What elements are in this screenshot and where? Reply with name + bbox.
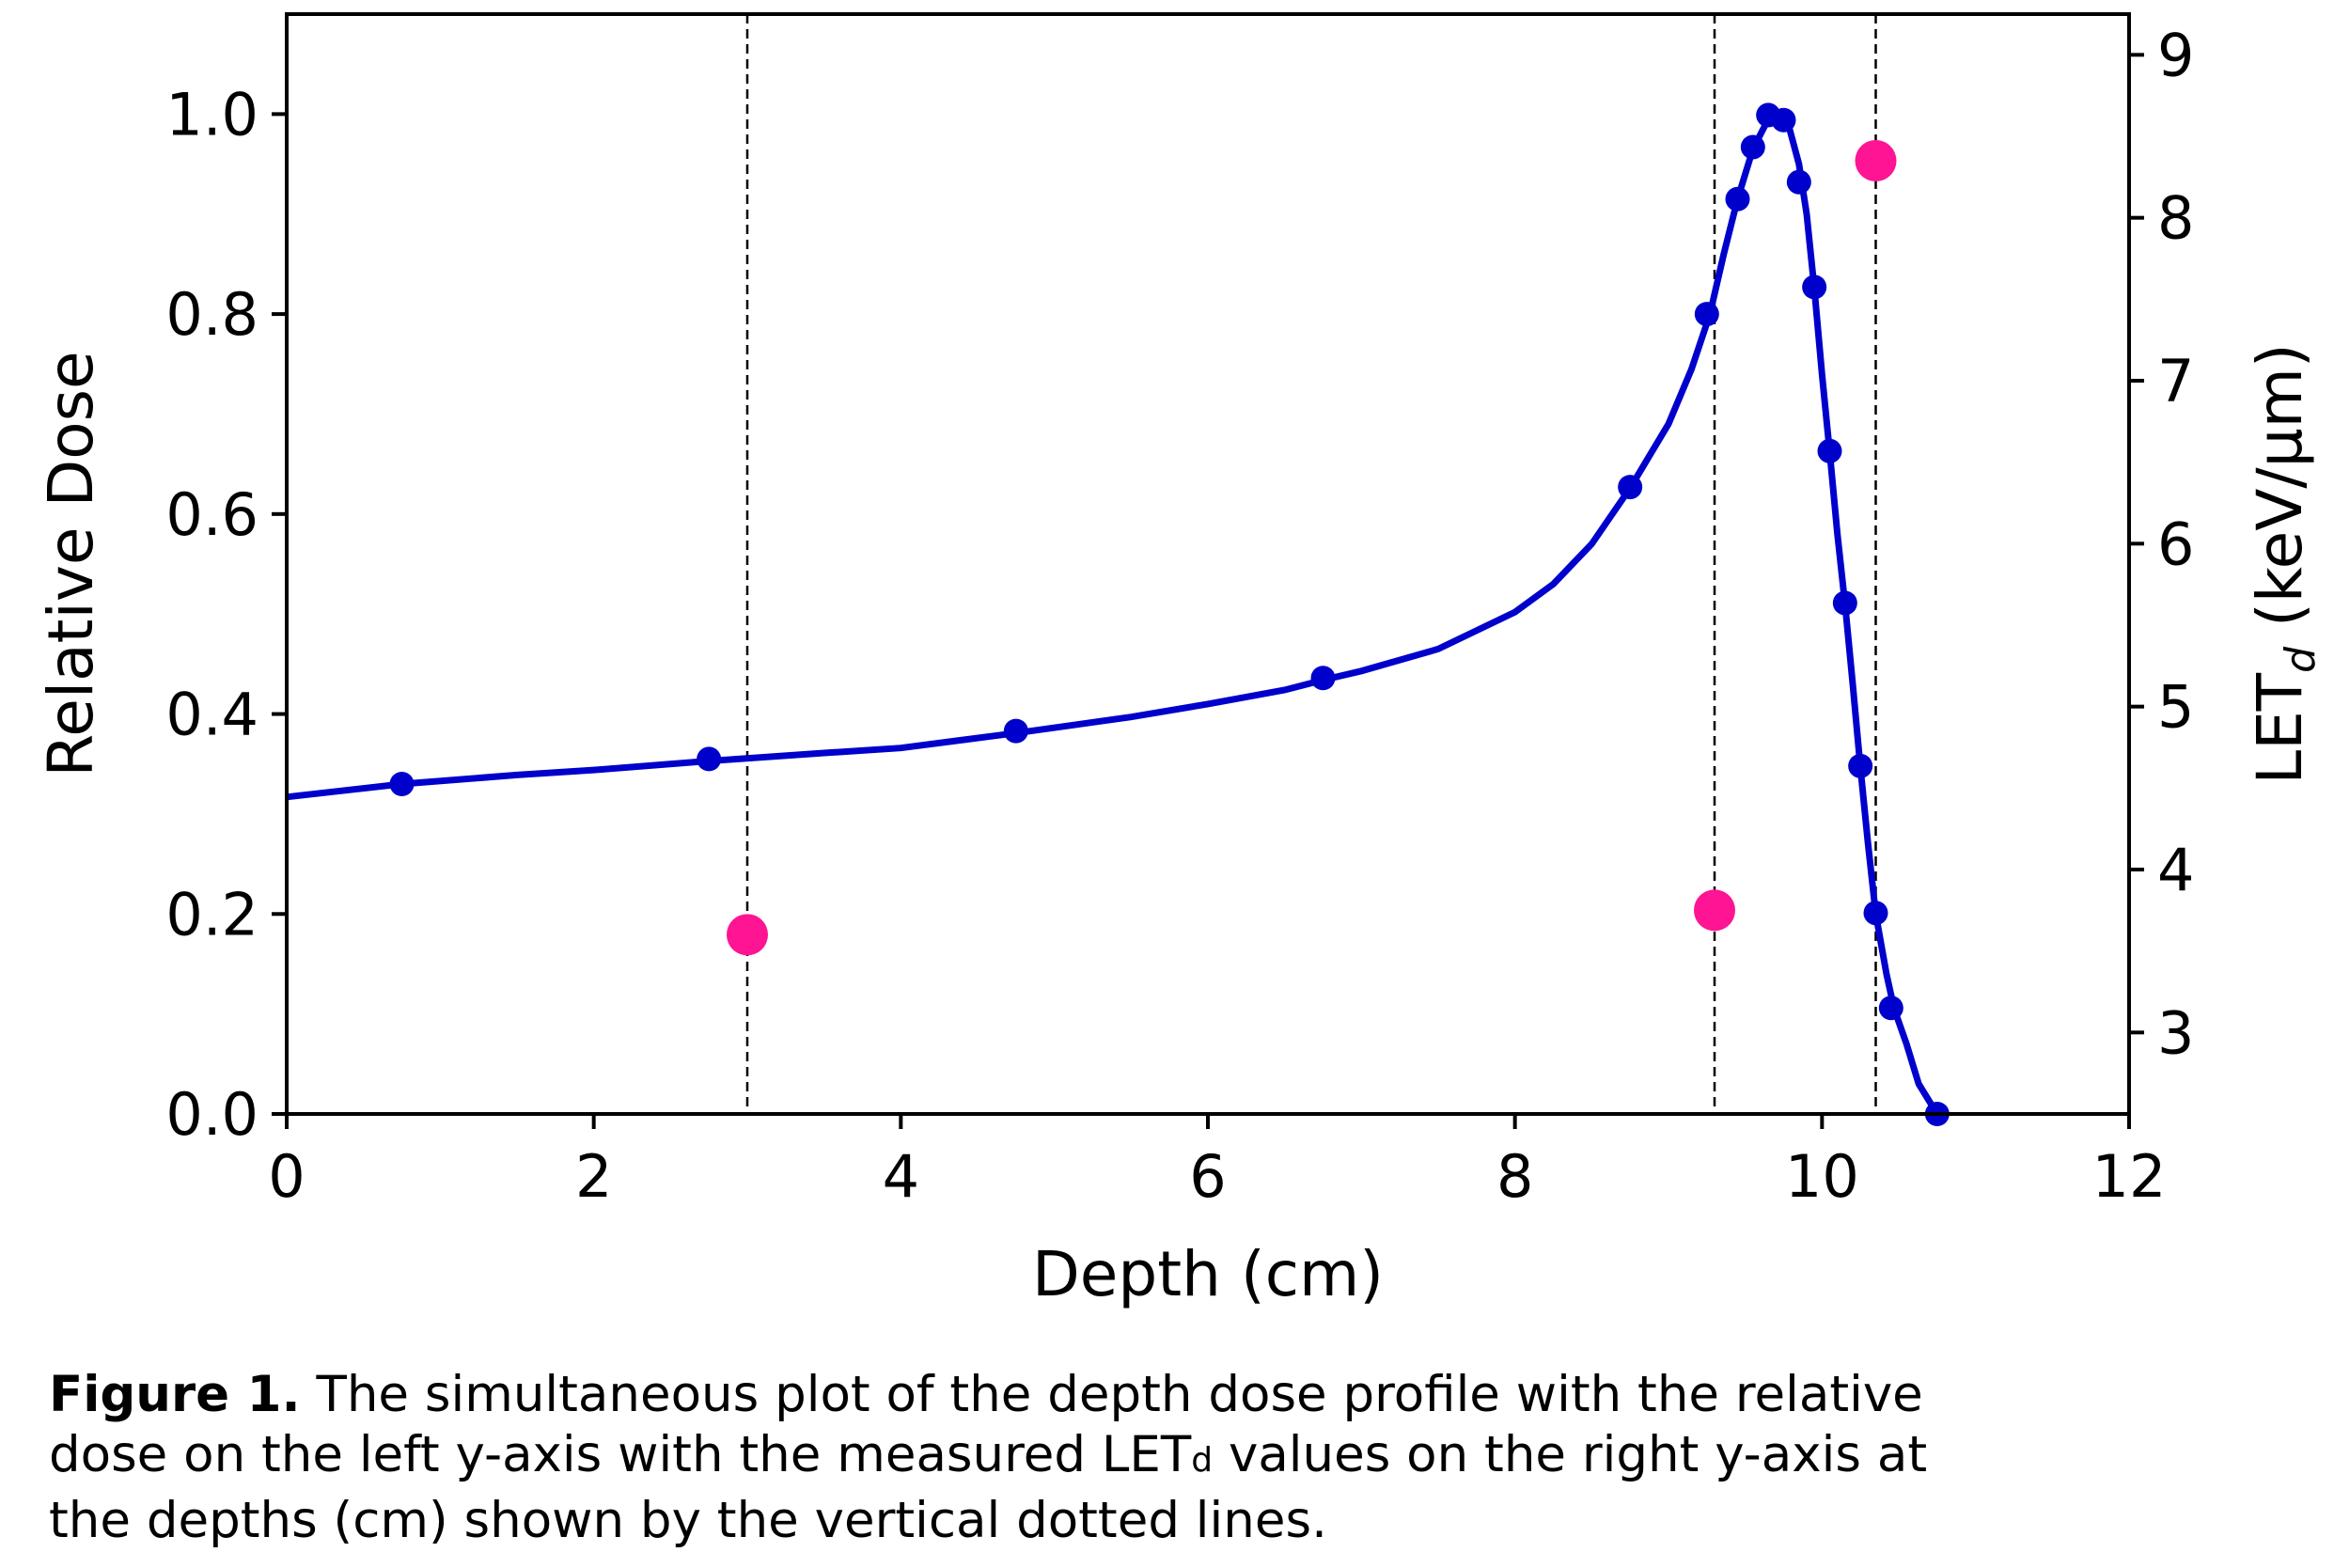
depth-dose-chart: 0 2 4 6 8 10 12 0.0 0.2 0.4 0.6 0.8 1.0 3 4 5 6 7 8 9 Depth…	[35, 12, 2325, 1310]
y-right-tick-label: 3	[2157, 998, 2194, 1067]
ticks-layer: 0 2 4 6 8 10 12 0.0 0.2 0.4 0.6 0.8 1.0 3 4 5 6 7 8 9	[165, 21, 2194, 1211]
dose-point	[1878, 996, 1903, 1021]
y-left-tick-label: 0.6	[165, 480, 258, 549]
dose-point	[1848, 753, 1873, 778]
caption-line-3: the depths (cm) shown by the vertical do…	[49, 1491, 2295, 1551]
let-points	[727, 140, 1897, 956]
plot-frame	[285, 12, 2131, 1116]
vertical-dashed-lines	[745, 14, 1877, 1114]
x-tick-label: 4	[883, 1142, 919, 1211]
y-left-tick-label: 0.4	[165, 681, 258, 749]
dose-point	[389, 772, 415, 796]
x-tick-label: 0	[268, 1142, 305, 1211]
caption-label: Figure 1.	[49, 1366, 301, 1423]
caption-line-1: Figure 1. The simultaneous plot of the d…	[49, 1365, 2295, 1425]
figure-caption: Figure 1. The simultaneous plot of the d…	[49, 1365, 2295, 1551]
caption-text-3: the depths (cm) shown by the vertical do…	[49, 1492, 1327, 1549]
dose-point	[1725, 186, 1750, 212]
dose-point	[1786, 169, 1811, 195]
dose-point	[697, 746, 722, 772]
dose-point	[1863, 901, 1888, 926]
y-left-tick-label: 0.0	[165, 1080, 258, 1149]
x-tick-label: 2	[575, 1142, 612, 1211]
y-right-tick-label: 9	[2157, 21, 2194, 89]
x-tick-label: 12	[2092, 1142, 2167, 1211]
y-right-label-unit: (keV/μm)	[2244, 343, 2316, 647]
dose-point	[1771, 107, 1796, 133]
x-tick-label: 10	[1785, 1142, 1859, 1211]
y-right-tick-label: 4	[2157, 836, 2194, 904]
y-left-tick-label: 1.0	[165, 80, 258, 149]
caption-subscript: d	[1191, 1441, 1214, 1480]
dose-point	[1802, 274, 1827, 300]
y-axis-left-label: Relative Dose	[35, 351, 107, 776]
dose-point	[1310, 666, 1336, 691]
caption-text-2b: values on the right y-axis at	[1213, 1426, 1928, 1483]
dose-point	[1817, 438, 1842, 463]
dose-point	[1003, 718, 1028, 744]
dose-point	[1832, 590, 1857, 616]
y-right-tick-label: 5	[2157, 673, 2194, 742]
y-axis-right-label: LETd (keV/μm)	[2244, 343, 2325, 784]
y-right-tick-label: 6	[2157, 510, 2194, 578]
dose-curve	[286, 112, 1940, 1116]
x-axis-label: Depth (cm)	[1032, 1238, 1384, 1310]
y-right-label-main: LET	[2244, 672, 2316, 784]
y-right-label-sub: d	[2277, 646, 2325, 673]
caption-line-2: dose on the left y-axis with the measure…	[49, 1425, 2295, 1491]
y-left-tick-label: 0.8	[165, 280, 258, 349]
y-left-tick-label: 0.2	[165, 880, 258, 949]
x-tick-label: 8	[1496, 1142, 1533, 1211]
caption-text-1: The simultaneous plot of the depth dose …	[300, 1366, 1923, 1423]
let-point	[1694, 889, 1735, 932]
x-tick-label: 6	[1189, 1142, 1226, 1211]
y-right-tick-label: 7	[2157, 347, 2194, 416]
dose-point	[1618, 475, 1643, 500]
let-point	[1855, 140, 1897, 181]
dose-point	[1740, 134, 1765, 160]
y-right-tick-label: 8	[2157, 184, 2194, 253]
let-point	[727, 914, 768, 956]
caption-text-2a: dose on the left y-axis with the measure…	[49, 1426, 1192, 1483]
dose-point	[1694, 302, 1719, 327]
